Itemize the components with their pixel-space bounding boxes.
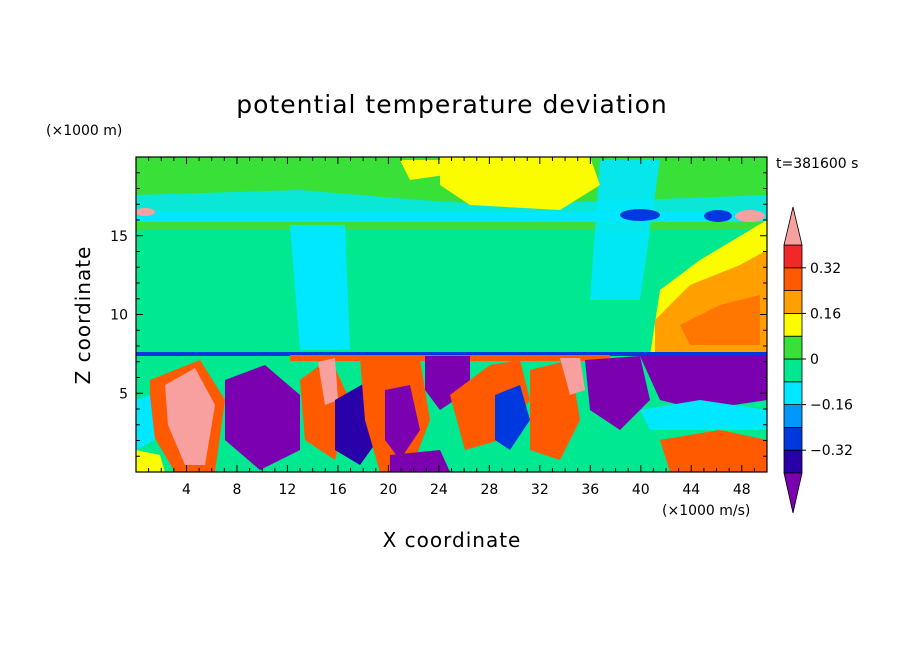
warm-cell-4 <box>450 360 530 450</box>
x-tick-label: 48 <box>733 482 751 498</box>
x-tick-label: 36 <box>581 482 599 498</box>
warm-bottom-left <box>136 450 165 472</box>
y-axis-label: Z coordinate <box>71 246 95 385</box>
cold-cell-6 <box>585 356 650 430</box>
plot-area <box>136 157 767 472</box>
x-tick-label: 12 <box>279 482 297 498</box>
colorbar-segment <box>783 335 803 360</box>
upper-warm-top <box>440 157 600 210</box>
upper-right-red <box>680 295 760 345</box>
inversion-line <box>136 352 767 356</box>
colorbar-segment <box>783 404 803 428</box>
tropopause-band <box>136 212 767 222</box>
x-tick-label: 4 <box>182 482 191 498</box>
colorbar-segment <box>783 426 803 451</box>
x-tick-label: 44 <box>682 482 700 498</box>
cold-cell-1 <box>225 365 300 470</box>
x-unit-label: (×1000 m/s) <box>662 503 750 519</box>
colorbar-tick-label: 0.32 <box>810 261 841 277</box>
upper-warm-top-2 <box>400 160 445 180</box>
warm-spot-right <box>735 210 765 222</box>
cyan-streak-top <box>136 190 767 218</box>
colorbar-segment <box>783 312 803 337</box>
colorbar-segment <box>783 290 803 314</box>
colorbar-tick-label: −0.16 <box>810 398 853 414</box>
cyan-lower-2 <box>136 395 155 450</box>
chart-title: potential temperature deviation <box>236 90 667 119</box>
cold-cell-7 <box>640 356 767 410</box>
cyan-column-2 <box>590 160 660 300</box>
colorbar-tick-label: −0.32 <box>810 443 853 459</box>
colorbar-segment <box>783 358 803 383</box>
warm-cell-8 <box>660 430 767 472</box>
time-label: t=381600 s <box>776 156 858 172</box>
x-axis: 4 8 12 16 20 24 28 32 36 40 44 48 <box>148 157 755 498</box>
y-tick-label: 5 <box>119 386 128 402</box>
colorbar-segment <box>783 244 803 269</box>
cold-spot-1 <box>620 209 660 221</box>
x-tick-label: 28 <box>480 482 498 498</box>
x-tick-label: 8 <box>232 482 241 498</box>
y-unit-label: (×1000 m) <box>46 123 122 139</box>
x-tick-label: 20 <box>379 482 397 498</box>
pink-cell-5 <box>560 358 585 395</box>
colorbar-segment <box>783 381 803 405</box>
x-tick-label: 40 <box>632 482 650 498</box>
colorbar: 0.32 0.16 0 −0.16 −0.32 <box>783 206 853 514</box>
colorbar-min-triangle <box>783 472 803 514</box>
y-axis: 5 10 15 <box>110 172 767 457</box>
x-tick-label: 24 <box>430 482 448 498</box>
colorbar-segment <box>783 267 803 291</box>
y-tick-label: 10 <box>110 308 128 324</box>
cold-cell-3 <box>385 385 420 460</box>
colorbar-tick-label: 0.16 <box>810 306 841 322</box>
pink-plume-1 <box>165 368 215 465</box>
cyan-column <box>290 225 350 350</box>
x-axis-label: X coordinate <box>383 528 522 552</box>
cold-cell-5 <box>495 385 530 450</box>
cold-bottom-mid <box>390 450 450 472</box>
colorbar-segment <box>783 449 803 474</box>
cyan-lower-1 <box>640 400 767 430</box>
cold-spot-2 <box>704 210 732 222</box>
x-tick-label: 32 <box>531 482 549 498</box>
warm-spot-left <box>136 208 155 216</box>
colorbar-max-triangle <box>783 206 803 246</box>
y-tick-label: 15 <box>110 229 128 245</box>
pink-plume-2 <box>318 358 338 405</box>
x-tick-label: 16 <box>329 482 347 498</box>
colorbar-tick-label: 0 <box>810 352 819 368</box>
